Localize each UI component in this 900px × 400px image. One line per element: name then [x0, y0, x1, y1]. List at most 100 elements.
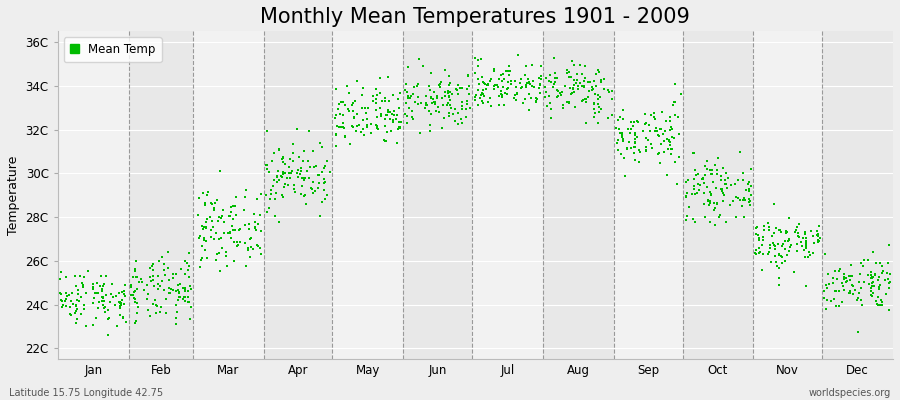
- Point: [825, 275, 840, 281]
- Point: [209, 230, 223, 236]
- Point: [497, 102, 511, 108]
- Point: [626, 150, 641, 156]
- Point: [171, 289, 185, 295]
- Point: [451, 110, 465, 116]
- Point: [356, 126, 371, 132]
- Point: [733, 149, 747, 155]
- Point: [743, 202, 758, 208]
- Point: [487, 86, 501, 92]
- Point: [817, 251, 832, 258]
- Point: [780, 237, 795, 244]
- Point: [384, 128, 399, 134]
- Point: [102, 307, 116, 313]
- Point: [658, 128, 672, 134]
- Point: [385, 111, 400, 117]
- Point: [588, 91, 602, 97]
- Point: [852, 279, 867, 285]
- Point: [68, 272, 82, 279]
- Point: [865, 282, 879, 289]
- Point: [191, 212, 205, 218]
- Point: [206, 207, 220, 214]
- Point: [628, 130, 643, 136]
- Point: [644, 112, 658, 118]
- Point: [761, 251, 776, 257]
- Point: [419, 100, 434, 106]
- Point: [615, 130, 629, 137]
- Point: [565, 90, 580, 96]
- Point: [697, 200, 711, 207]
- Point: [832, 302, 846, 309]
- Bar: [472, 31, 543, 359]
- Point: [431, 104, 446, 110]
- Point: [839, 275, 853, 281]
- Point: [162, 284, 176, 291]
- Point: [342, 108, 356, 114]
- Point: [92, 299, 106, 305]
- Point: [839, 279, 853, 285]
- Point: [282, 164, 296, 170]
- Point: [242, 226, 256, 232]
- Point: [433, 84, 447, 90]
- Point: [422, 83, 436, 89]
- Point: [487, 66, 501, 73]
- Point: [653, 126, 668, 132]
- Point: [872, 282, 886, 288]
- Point: [318, 163, 332, 170]
- Point: [868, 272, 882, 278]
- Point: [496, 84, 510, 91]
- Point: [587, 101, 601, 108]
- Point: [441, 73, 455, 79]
- Point: [843, 288, 858, 294]
- Point: [63, 310, 77, 317]
- Point: [127, 295, 141, 302]
- Point: [837, 274, 851, 281]
- Point: [630, 118, 644, 124]
- Point: [370, 114, 384, 120]
- Point: [703, 200, 717, 207]
- Point: [577, 83, 591, 90]
- Point: [155, 254, 169, 260]
- Point: [260, 162, 274, 168]
- Point: [782, 236, 796, 242]
- Point: [166, 271, 181, 278]
- Point: [169, 302, 184, 309]
- Point: [692, 187, 706, 194]
- Point: [293, 165, 308, 171]
- Point: [331, 101, 346, 107]
- Point: [277, 184, 292, 191]
- Point: [575, 83, 590, 90]
- Point: [580, 98, 594, 105]
- Point: [803, 252, 817, 258]
- Point: [760, 220, 775, 226]
- Point: [361, 104, 375, 111]
- Point: [81, 268, 95, 274]
- Point: [518, 72, 533, 78]
- Point: [690, 171, 705, 178]
- Point: [143, 313, 157, 319]
- Point: [419, 92, 434, 99]
- Point: [716, 165, 731, 172]
- Point: [702, 167, 716, 174]
- Point: [68, 310, 82, 316]
- Point: [58, 274, 73, 280]
- Point: [578, 96, 592, 102]
- Point: [228, 226, 242, 233]
- Point: [95, 286, 110, 292]
- Point: [475, 100, 490, 106]
- Point: [58, 298, 72, 304]
- Point: [386, 117, 400, 123]
- Point: [812, 238, 826, 244]
- Point: [668, 99, 682, 106]
- Point: [544, 106, 558, 112]
- Point: [56, 302, 70, 308]
- Point: [799, 243, 814, 249]
- Point: [146, 266, 160, 273]
- Bar: [682, 31, 753, 359]
- Point: [266, 158, 280, 164]
- Point: [476, 90, 491, 97]
- Point: [863, 285, 878, 291]
- Point: [297, 193, 311, 199]
- Point: [589, 71, 603, 77]
- Bar: [193, 31, 264, 359]
- Point: [756, 237, 770, 244]
